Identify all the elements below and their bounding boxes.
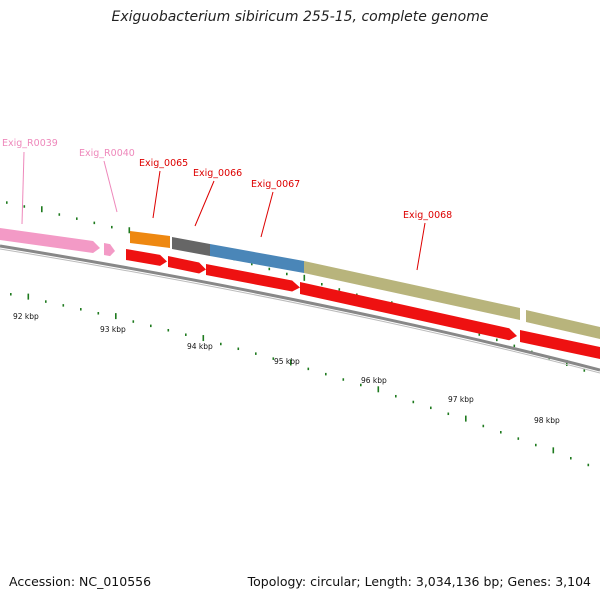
kbp-tick-label: 93 kbp [100,325,126,334]
gene-labels: Exig_R0039 Exig_R0040 Exig_0065 Exig_0066 Ex… [2,138,452,271]
gc-outer-tick [251,262,253,266]
leader-line-exig-0068 [416,222,426,271]
gc-outer-tick [6,201,8,204]
gc-inner-tick [307,367,310,371]
leader-line-exig-r0040 [103,160,118,213]
cds-arrow-4 [300,282,517,341]
kbp-tick-label: 96 kbp [361,376,387,385]
gc-skew-inner-track [10,293,590,467]
gc-inner-tick [185,333,187,336]
gc-outer-tick [496,338,498,342]
gc-inner-tick [342,378,345,381]
gc-inner-tick [500,431,502,434]
gc-inner-tick [27,293,30,300]
cds-arrow-5 [520,330,600,359]
gene-label-exig-0068: Exig_0068 [403,210,452,221]
genome-backbone-shadow [0,248,600,374]
gc-inner-tick [220,342,222,346]
gene-band-exig-0068 [304,261,520,320]
accession-text: Accession: NC_010556 [9,574,152,589]
gc-inner-tick [465,415,467,422]
kbp-tick-label: 97 kbp [448,395,474,404]
gc-inner-tick [552,447,555,454]
cds-arrow-2 [168,256,206,274]
gene-band-exig-0065 [130,231,170,248]
genome-summary-text: Topology: circular; Length: 3,034,136 bp… [247,574,591,589]
gc-outer-tick [76,217,78,220]
gc-inner-tick [290,359,292,366]
genome-backbone [0,244,600,372]
gc-outer-tick [41,206,43,213]
gc-inner-tick [150,324,152,328]
gc-inner-tick [587,463,590,467]
gene-features [0,228,600,359]
genome-title: Exiguobacterium sibiricum 255-15, comple… [111,9,489,25]
rna-gene-exig-r0040 [104,243,115,257]
gc-inner-tick [97,312,100,315]
gene-label-exig-r0039: Exig_R0039 [2,138,58,149]
leader-line-exig-r0039 [21,151,25,225]
gc-inner-tick [272,357,275,360]
gene-band-exig-0066 [172,237,210,256]
gc-outer-tick [583,369,586,372]
gene-label-exig-0065: Exig_0065 [139,158,188,169]
gc-inner-tick [482,424,485,428]
gc-outer-tick [513,344,516,348]
gc-inner-tick [377,386,380,393]
gc-inner-tick [412,400,415,404]
gc-inner-tick [167,328,170,332]
kbp-tick-label: 92 kbp [13,312,39,321]
gc-outer-tick [111,225,113,229]
leader-line-exig-0066 [194,180,215,227]
gc-inner-tick [517,437,520,440]
kbp-tick-label: 94 kbp [187,342,213,351]
gc-outer-tick [128,227,131,234]
gc-outer-tick [338,288,341,291]
gc-inner-tick [202,335,205,342]
gene-label-exig-0066: Exig_0066 [193,168,242,179]
gene-band-exig-0067 [210,244,304,273]
gc-inner-tick [62,304,65,307]
gc-inner-tick [237,347,240,351]
gc-inner-tick [570,456,572,460]
gene-band-next [526,310,600,339]
cds-arrow-1 [126,249,167,266]
gc-outer-tick [268,267,271,271]
kbp-tick-label: 98 kbp [534,416,560,425]
gc-inner-tick [115,313,117,320]
gc-inner-tick [255,352,257,355]
kbp-ruler: 92 kbp 93 kbp 94 kbp 95 kbp 96 kbp 97 kbp 98 k… [13,312,560,425]
cds-arrow-3 [206,264,300,292]
gc-inner-tick [325,372,327,376]
gc-inner-tick [395,394,397,398]
gc-inner-tick [535,443,537,447]
rna-gene-exig-r0039 [0,228,100,254]
gc-inner-tick [132,320,135,323]
gc-outer-tick [303,274,306,281]
gc-inner-tick [430,406,432,410]
gc-outer-tick [23,205,26,208]
gc-inner-tick [45,300,47,303]
gc-inner-tick [80,308,82,311]
gc-outer-tick [93,221,96,225]
gene-label-exig-r0040: Exig_R0040 [79,148,135,159]
gc-outer-tick [286,272,288,276]
gc-outer-tick [321,282,323,286]
gene-label-exig-0067: Exig_0067 [251,179,300,190]
gc-inner-tick [447,412,450,416]
gc-outer-tick [58,213,61,216]
kbp-tick-label: 95 kbp [274,357,300,366]
leader-line-exig-0065 [152,170,161,219]
gc-inner-tick [360,383,362,387]
leader-line-exig-0067 [260,191,274,238]
gc-inner-tick [10,293,12,296]
